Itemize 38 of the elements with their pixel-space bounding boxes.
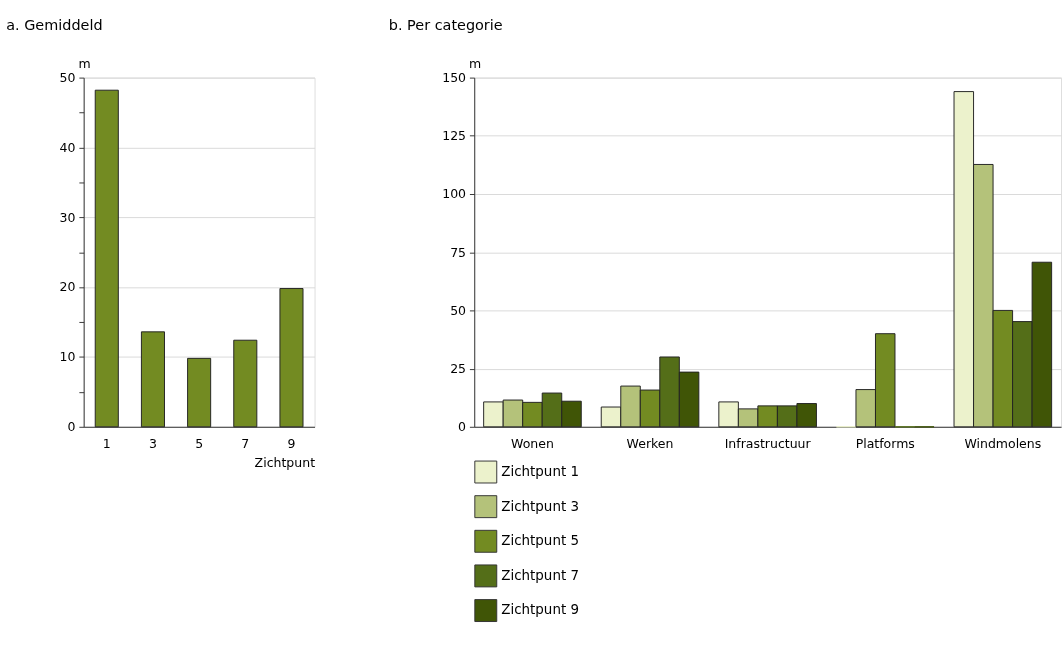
- legend-label: Zichtpunt 3: [501, 498, 580, 514]
- x-tick-label: 1: [102, 436, 111, 452]
- x-tick-label: 9: [287, 436, 296, 452]
- legend-label: Zichtpunt 1: [501, 463, 580, 479]
- y-axis-title: m: [468, 55, 482, 71]
- x-tick-label: Platforms: [855, 436, 915, 452]
- y-tick-label: 75: [450, 244, 467, 260]
- bar: [187, 357, 212, 428]
- y-tick-label: 10: [59, 349, 76, 365]
- y-tick-label: 40: [59, 139, 76, 155]
- y-tick-label: 125: [442, 128, 467, 144]
- y-tick-label: 0: [67, 419, 76, 435]
- y-tick-label: 20: [59, 279, 76, 295]
- legend-label: Zichtpunt 5: [501, 533, 580, 549]
- bar: [279, 288, 304, 428]
- x-tick-label: Wonen: [511, 436, 554, 452]
- y-axis-title: m: [78, 55, 91, 71]
- y-tick-label: 100: [442, 186, 467, 202]
- x-tick-label: 7: [241, 436, 250, 452]
- y-tick-label: 30: [59, 209, 76, 225]
- bar: [94, 89, 119, 428]
- y-tick-label: 50: [59, 69, 76, 85]
- y-tick-label: 0: [458, 419, 467, 435]
- y-tick-label: 150: [442, 69, 467, 85]
- x-tick-label: Werken: [626, 436, 674, 452]
- bar: [233, 339, 258, 428]
- legend-label: Zichtpunt 9: [501, 602, 580, 618]
- x-tick-label: Infrastructuur: [724, 436, 812, 452]
- bar: [140, 331, 165, 428]
- y-tick-label: 25: [450, 360, 467, 376]
- chart-title: a. Gemiddeld: [6, 16, 103, 33]
- legend-label: Zichtpunt 7: [501, 567, 580, 583]
- y-tick-label: 50: [450, 302, 467, 318]
- chart-title: b. Per categorie: [388, 16, 503, 33]
- x-tick-label: 5: [195, 436, 204, 452]
- x-tick-label: 3: [148, 436, 157, 452]
- x-axis-title: Zichtpunt: [254, 454, 316, 470]
- x-tick-label: Windmolens: [964, 436, 1042, 452]
